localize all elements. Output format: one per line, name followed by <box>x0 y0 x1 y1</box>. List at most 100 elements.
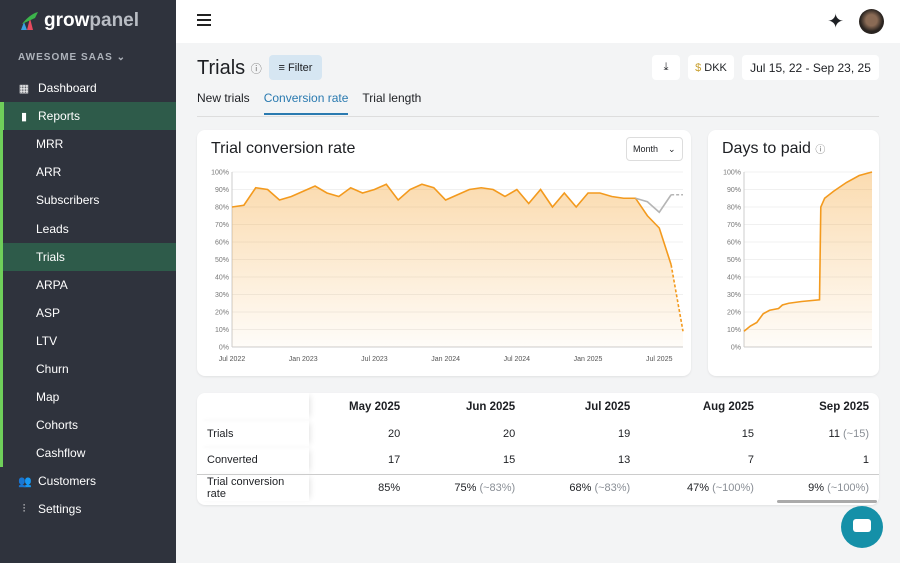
y-tick-label: 20% <box>727 310 741 317</box>
column-header: Aug 2025 <box>702 400 754 413</box>
table-row: Converted 17 15 13 7 1 <box>197 447 879 474</box>
sidebar-item-asp[interactable]: ASP <box>3 299 176 327</box>
chat-button[interactable] <box>841 506 883 548</box>
sidebar-item-label: MRR <box>36 137 64 152</box>
period-value: Month <box>633 144 659 154</box>
series-line-partial <box>670 264 684 332</box>
y-tick-label: 0% <box>731 345 741 352</box>
tab-new-trials[interactable]: New trials <box>197 91 250 105</box>
y-tick-label: 10% <box>727 327 741 334</box>
sidebar-item-label: Leads <box>36 221 69 236</box>
sidebar-item-leads[interactable]: Leads <box>3 214 176 242</box>
sidebar-item-mrr[interactable]: MRR <box>3 130 176 158</box>
download-icon: ⤓ <box>663 61 669 73</box>
y-tick-label: 70% <box>727 222 741 229</box>
table-cell: 20 <box>502 427 516 440</box>
area-fill <box>232 184 683 347</box>
sidebar-item-label: Trials <box>36 249 65 264</box>
chart-title: Days to paid ⓘ <box>722 140 826 157</box>
menu-icon[interactable] <box>197 14 211 26</box>
column-header: May 2025 <box>349 400 401 413</box>
sidebar-item-label: Settings <box>38 502 82 517</box>
projected-value: (~100%) <box>827 481 869 494</box>
sidebar-item-customers[interactable]: 👥 Customers <box>0 467 176 495</box>
sidebar-item-label: LTV <box>36 333 58 348</box>
ai-sparkle-icon[interactable]: ✦ <box>827 11 844 33</box>
page-title: Trials ⓘ <box>197 57 262 79</box>
currency-button[interactable]: $ DKK <box>688 55 734 80</box>
table-header: May 2025 Jun 2025 Jul 2025 Aug 2025 Sep 2025 <box>197 393 879 420</box>
avatar[interactable] <box>859 9 884 34</box>
x-tick-label: Jul 2022 <box>219 356 246 363</box>
filter-button[interactable]: ≡ Filter <box>269 55 322 80</box>
table-cell: 15 <box>741 427 754 440</box>
tab-trial-length[interactable]: Trial length <box>362 91 422 105</box>
currency-label: DKK <box>704 61 727 74</box>
sidebar-item-ltv[interactable]: LTV <box>3 327 176 355</box>
y-tick-label: 100% <box>723 170 741 177</box>
column-header: Jul 2025 <box>584 400 631 413</box>
sliders-icon: ⫶ <box>22 502 26 515</box>
row-label: Trial conversion rate <box>197 473 309 501</box>
download-button[interactable]: ⤓ <box>652 55 680 80</box>
sidebar-item-arr[interactable]: ARR <box>3 158 176 186</box>
bar-chart-icon: ▮ <box>20 110 28 123</box>
sidebar-item-label: Churn <box>36 361 69 376</box>
info-icon[interactable]: ⓘ <box>250 63 262 76</box>
row-label: Converted <box>197 447 309 474</box>
sidebar-item-label: ARPA <box>36 277 68 292</box>
table-cell: 20 <box>387 427 401 440</box>
sidebar-item-label: ASP <box>36 305 61 320</box>
y-tick-label: 20% <box>215 310 229 317</box>
sidebar-nav: ▦ Dashboard ▮ Reports MRR ARR Subscribers Leads… <box>0 74 176 524</box>
x-tick-label: Jan 2025 <box>574 356 603 363</box>
sidebar-item-churn[interactable]: Churn <box>3 355 176 383</box>
sidebar-item-dashboard[interactable]: ▦ Dashboard <box>0 74 176 102</box>
period-select[interactable]: Month ⌄ <box>626 137 683 161</box>
y-tick-label: 30% <box>215 292 229 299</box>
conversion-chart: 0% 10% 20% 30% 40% 50% 60% 70% 80% 90% 100% Jul 202… <box>211 170 684 363</box>
row-label: Trials <box>197 420 309 447</box>
data-table-card: May 2025 Jun 2025 Jul 2025 Aug 2025 Sep 2025… <box>197 393 879 505</box>
filter-label: Filter <box>288 61 313 74</box>
dashboard-icon: ▦ <box>18 82 30 95</box>
chevron-down-icon: ⌄ <box>116 52 126 63</box>
column-header: Jun 2025 <box>465 400 516 413</box>
sidebar-item-label: Cohorts <box>36 418 79 433</box>
tab-conversion-rate[interactable]: Conversion rate <box>263 91 349 115</box>
sidebar-item-reports[interactable]: ▮ Reports <box>0 102 176 131</box>
projected-value: (~83%) <box>594 481 631 494</box>
sidebar-item-label: Map <box>36 390 60 405</box>
y-tick-label: 50% <box>215 257 229 264</box>
sidebar-item-label: Cashflow <box>36 446 86 461</box>
y-tick-label: 80% <box>215 205 229 212</box>
y-tick-label: 60% <box>215 240 229 247</box>
sidebar-item-cohorts[interactable]: Cohorts <box>3 411 176 439</box>
table-cell: 1 <box>862 454 869 467</box>
info-icon[interactable]: ⓘ <box>815 145 826 156</box>
filter-icon: ≡ <box>278 61 289 74</box>
logo[interactable]: grow panel <box>18 10 139 32</box>
y-tick-label: 40% <box>215 275 229 282</box>
column-header: Sep 2025 <box>819 400 869 413</box>
sidebar-item-map[interactable]: Map <box>3 383 176 411</box>
data-table: May 2025 Jun 2025 Jul 2025 Aug 2025 Sep 2025… <box>197 393 879 501</box>
table-cell: 15 <box>502 454 516 467</box>
users-icon: 👥 <box>18 475 32 488</box>
x-tick-label: Jan 2024 <box>431 356 460 363</box>
sidebar-item-subscribers[interactable]: Subscribers <box>3 186 176 214</box>
sidebar-item-cashflow[interactable]: Cashflow <box>3 439 176 467</box>
horizontal-scrollbar[interactable] <box>777 500 877 503</box>
sidebar-item-arpa[interactable]: ARPA <box>3 271 176 299</box>
sidebar-item-settings[interactable]: ⫶ Settings <box>0 495 176 523</box>
table-cell: 13 <box>617 454 631 467</box>
y-tick-label: 80% <box>727 205 741 212</box>
org-switcher[interactable]: AWESOME SAAS ⌄ <box>18 52 126 63</box>
money-bag-icon: $ <box>695 61 702 74</box>
sidebar-item-trials[interactable]: Trials <box>3 242 176 271</box>
projected-value: (~83%) <box>479 481 516 494</box>
tabs: New trials Conversion rate Trial length <box>197 91 421 115</box>
reports-submenu: MRR ARR Subscribers Leads Trials ARPA ASP LTV Ch… <box>0 130 176 468</box>
date-range-picker[interactable]: Jul 15, 22 - Sep 23, 25 <box>742 55 879 80</box>
table-cell: 68% (~83%) <box>525 473 641 501</box>
